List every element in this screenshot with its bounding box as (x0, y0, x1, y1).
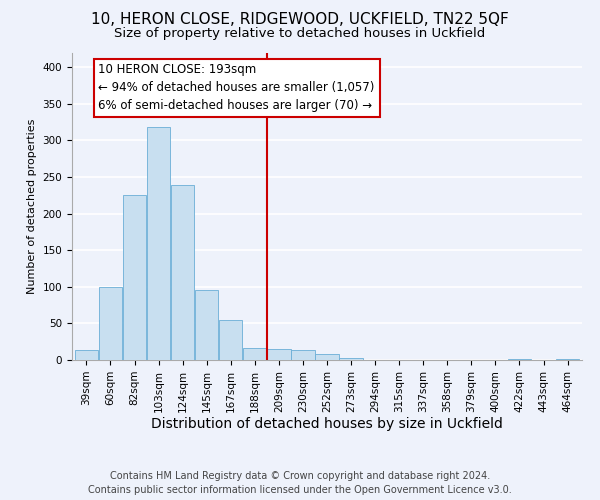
Bar (171, 185, 194, 360)
Text: 10 HERON CLOSE: 193sqm
← 94% of detached houses are smaller (1,057)
6% of semi-d: 10 HERON CLOSE: 193sqm ← 94% of detached… (98, 64, 375, 112)
Text: Size of property relative to detached houses in Uckfield: Size of property relative to detached ho… (115, 28, 485, 40)
Text: Contains HM Land Registry data © Crown copyright and database right 2024.
Contai: Contains HM Land Registry data © Crown c… (88, 471, 512, 495)
Bar (340, 358, 363, 360)
Y-axis label: Number of detached properties: Number of detached properties (27, 118, 37, 294)
Bar (243, 348, 266, 360)
Bar (123, 196, 146, 360)
Bar (195, 290, 218, 360)
X-axis label: Distribution of detached houses by size in Uckfield: Distribution of detached houses by size … (151, 418, 503, 432)
Bar (75, 350, 98, 360)
Bar (508, 358, 531, 360)
Text: 10, HERON CLOSE, RIDGEWOOD, UCKFIELD, TN22 5QF: 10, HERON CLOSE, RIDGEWOOD, UCKFIELD, TN… (91, 12, 509, 28)
Bar (556, 358, 579, 360)
Bar (99, 287, 122, 360)
Bar (267, 349, 290, 360)
Bar (147, 127, 170, 360)
Bar (219, 320, 242, 360)
Bar (316, 354, 338, 360)
Bar (291, 350, 314, 360)
